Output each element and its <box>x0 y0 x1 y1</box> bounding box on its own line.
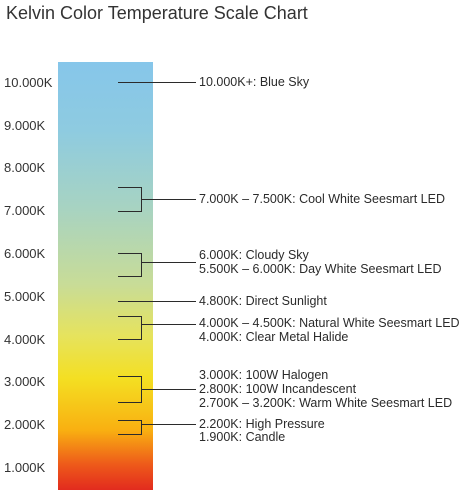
annotation-cool-white-led: 7.000K – 7.500K: Cool White Seesmart LED <box>199 192 445 206</box>
bracket-warm-white <box>118 376 196 403</box>
tick-label-2000k: 2.000K <box>4 417 46 432</box>
tick-label-1000k: 1.000K <box>4 460 46 475</box>
bracket-cool-white <box>118 187 196 212</box>
annotation-clear-metal-halide: 4.000K: Clear Metal Halide <box>199 330 349 344</box>
tick-label-6000k: 6.000K <box>4 246 46 261</box>
bracket-day-white <box>118 253 196 277</box>
tick-label-8000k: 8.000K <box>4 160 46 175</box>
tick-label-4000k: 4.000K <box>4 332 46 347</box>
chart-title: Kelvin Color Temperature Scale Chart <box>6 3 308 23</box>
annotation-cloudy-sky: 6.000K: Cloudy Sky <box>199 248 309 262</box>
annotation-day-white-led: 5.500K – 6.000K: Day White Seesmart LED <box>199 262 442 276</box>
annotation-halogen: 3.000K: 100W Halogen <box>199 368 329 382</box>
bracket-high-pressure <box>118 420 196 435</box>
tick-label-7000k: 7.000K <box>4 203 46 218</box>
annotation-blue-sky: 10.000K+: Blue Sky <box>199 75 310 89</box>
annotation-candle: 1.900K: Candle <box>199 430 286 444</box>
bracket-natural-white <box>118 316 196 340</box>
annotation-direct-sunlight: 4.800K: Direct Sunlight <box>199 294 327 308</box>
tick-label-3000k: 3.000K <box>4 374 46 389</box>
tick-label-9000k: 9.000K <box>4 118 46 133</box>
tick-label-10000k: 10.000K <box>4 75 53 90</box>
annotation-high-pressure: 2.200K: High Pressure <box>199 417 325 431</box>
tick-label-5000k: 5.000K <box>4 289 46 304</box>
annotation-natural-white-led: 4.000K – 4.500K: Natural White Seesmart … <box>199 316 460 330</box>
annotation-incandescent: 2.800K: 100W Incandescent <box>199 382 357 396</box>
annotation-warm-white-led: 2.700K – 3.200K: Warm White Seesmart LED <box>199 396 453 410</box>
